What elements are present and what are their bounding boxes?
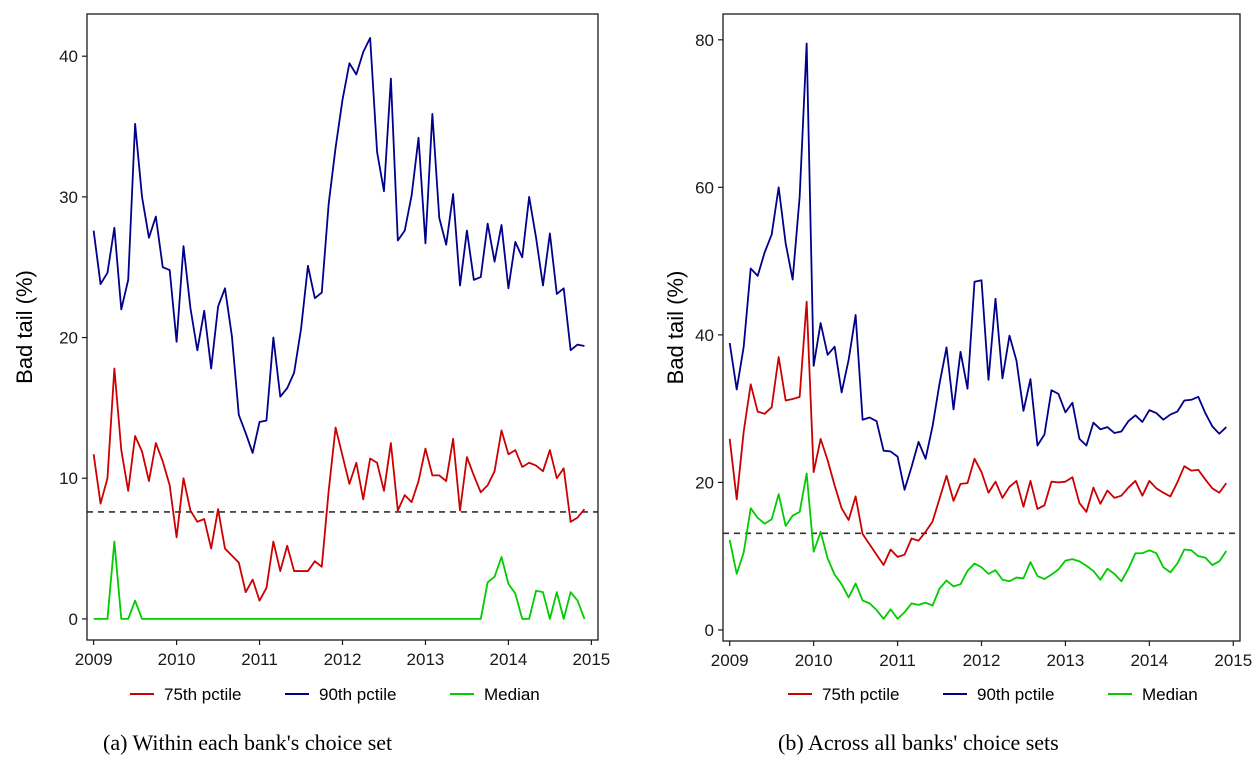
series-line-90th-pctile xyxy=(728,42,1227,491)
y-tick-label: 0 xyxy=(69,610,78,629)
y-tick-label: 80 xyxy=(695,31,714,50)
x-tick-label: 2013 xyxy=(1047,651,1085,670)
x-tick-label: 2014 xyxy=(1130,651,1168,670)
y-tick-label: 30 xyxy=(59,188,78,207)
x-tick-label: 2014 xyxy=(489,650,527,669)
legend-item: 90th pctile xyxy=(943,685,1055,704)
legend-label: 90th pctile xyxy=(319,685,397,704)
legend-item: 90th pctile xyxy=(285,685,397,704)
y-tick-label: 20 xyxy=(59,329,78,348)
y-tick-label: 20 xyxy=(695,473,714,492)
chart-panel-b: 0 20 40 60 80 2009 2010 2011 2012 2013 2014 2015 Bad… xyxy=(663,13,1252,755)
legend-label: 90th pctile xyxy=(977,685,1055,704)
x-tick-label: 2015 xyxy=(1214,651,1252,670)
y-tick-label: 10 xyxy=(59,469,78,488)
legend-label: Median xyxy=(484,685,540,704)
y-tick-label: 60 xyxy=(695,178,714,197)
legend: 75th pctile 90th pctile Median xyxy=(788,685,1198,704)
series-line-median xyxy=(93,540,586,620)
x-tick-label: 2013 xyxy=(407,650,445,669)
x-tick-label: 2010 xyxy=(158,650,196,669)
plot-frame xyxy=(722,13,1241,642)
y-axis-title: Bad tail (%) xyxy=(663,271,688,385)
legend-item: Median xyxy=(1108,685,1198,704)
x-tick-label: 2011 xyxy=(879,651,916,670)
legend-label: 75th pctile xyxy=(822,685,900,704)
x-tick-label: 2015 xyxy=(572,650,610,669)
legend-item: 75th pctile xyxy=(788,685,900,704)
figure-caption: (a) Within each bank's choice set xyxy=(103,730,392,755)
y-axis-title: Bad tail (%) xyxy=(12,270,37,384)
x-tick-label: 2012 xyxy=(324,650,362,669)
series-line-75th-pctile xyxy=(728,300,1228,566)
x-tick-label: 2009 xyxy=(75,650,113,669)
series-line-90th-pctile xyxy=(92,37,585,454)
x-tick-label: 2012 xyxy=(963,651,1001,670)
y-tick-label: 40 xyxy=(695,326,714,345)
chart-panel-a: 0 10 20 30 40 2009 2010 2011 2012 2013 2014 2015 Bad… xyxy=(12,13,610,755)
legend-item: 75th pctile xyxy=(130,685,242,704)
legend: 75th pctile 90th pctile Median xyxy=(130,685,540,704)
y-tick-label: 40 xyxy=(59,47,78,66)
y-tick-label: 0 xyxy=(705,621,714,640)
series-line-median xyxy=(728,472,1228,620)
series-line-75th-pctile xyxy=(92,367,586,602)
plot-frame xyxy=(86,13,599,641)
x-tick-label: 2011 xyxy=(241,650,278,669)
x-tick-label: 2009 xyxy=(711,651,749,670)
legend-label: 75th pctile xyxy=(164,685,242,704)
x-tick-label: 2010 xyxy=(795,651,833,670)
figure-caption: (b) Across all banks' choice sets xyxy=(778,730,1059,755)
legend-label: Median xyxy=(1142,685,1198,704)
legend-item: Median xyxy=(450,685,540,704)
